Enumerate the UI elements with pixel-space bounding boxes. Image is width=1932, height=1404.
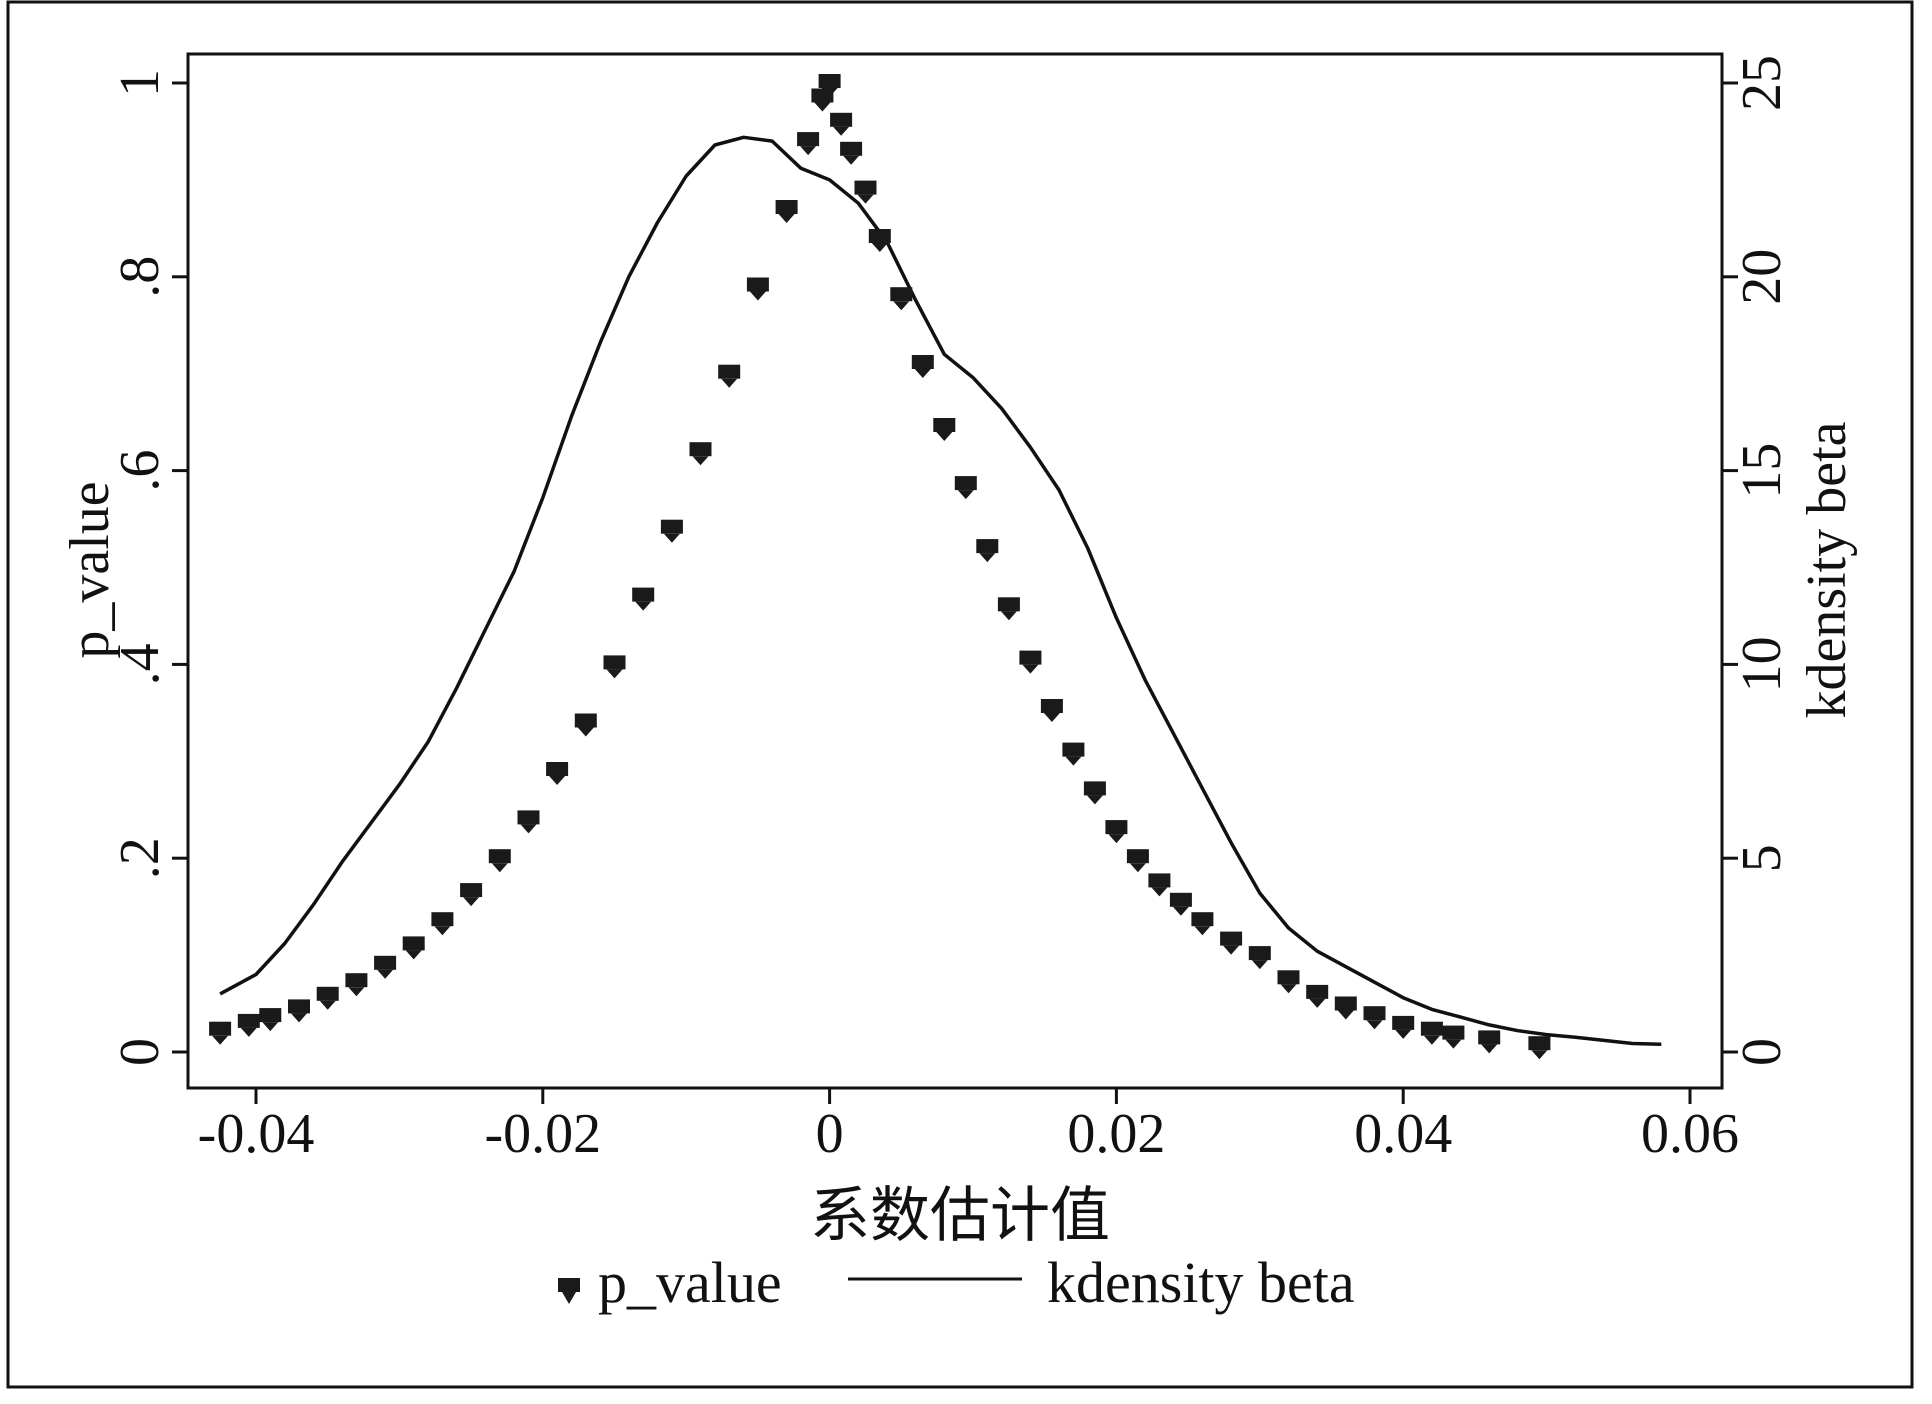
p-value-point — [775, 200, 798, 223]
p-value-point — [818, 74, 841, 97]
p-value-point — [488, 849, 511, 873]
kdensity-line — [219, 135, 1662, 1046]
x-tick-label: 0.04 — [1354, 1103, 1452, 1165]
y-right-tick-label: 10 — [1731, 636, 1793, 692]
p-value-point — [997, 597, 1020, 621]
outer-border — [6, 0, 1914, 1389]
p-value-point — [976, 539, 999, 563]
x-tick-label: 0 — [816, 1103, 844, 1165]
legend-label-kdensity: kdensity beta — [1047, 1250, 1355, 1315]
p-value-point — [1420, 1021, 1443, 1045]
x-tick-label: -0.02 — [484, 1103, 601, 1165]
p-value-point — [632, 587, 655, 611]
y-right-tick-label: 15 — [1731, 443, 1793, 499]
p-value-point — [1442, 1025, 1465, 1049]
y-right-tick-label: 5 — [1731, 844, 1793, 872]
p-value-point — [1248, 946, 1271, 970]
y-axis-left-title: p_value — [59, 481, 121, 658]
y-left-tick-label: 0 — [109, 1038, 171, 1066]
y-right-tick-label: 0 — [1731, 1038, 1793, 1066]
y-left-tick-label: .8 — [109, 256, 171, 298]
p-value-point — [1478, 1030, 1501, 1054]
p-value-point — [460, 883, 483, 907]
p-value-point — [1169, 892, 1192, 916]
p-value-point — [259, 1008, 282, 1032]
p-value-point — [1191, 912, 1214, 936]
y-right-tick-label: 25 — [1731, 55, 1793, 111]
p-value-point — [1220, 931, 1243, 955]
p-value-point — [868, 229, 891, 252]
p-value-point — [517, 810, 540, 834]
p-value-point — [603, 655, 626, 679]
p-value-point — [1040, 699, 1063, 722]
p-value-point — [718, 364, 741, 388]
y-axis-right-title: kdensity beta — [1796, 421, 1858, 718]
plot-area — [186, 52, 1724, 1090]
x-tick-label: -0.04 — [198, 1103, 315, 1165]
x-axis-title: 系数估计值 — [810, 1181, 1110, 1251]
p-value-point — [1126, 849, 1149, 873]
p-value-point — [1148, 873, 1171, 897]
legend: p_value kdensity beta — [558, 1250, 1355, 1315]
x-tick-label: 0.02 — [1067, 1103, 1165, 1165]
x-axis: -0.04 -0.02 0 0.02 0.04 0.06 — [198, 1088, 1739, 1165]
y-left-tick-label: .6 — [109, 450, 171, 492]
p-value-point — [830, 112, 853, 136]
p-value-point — [1363, 1006, 1386, 1030]
y-left-tick-label: 1 — [109, 69, 171, 97]
p-value-point — [1306, 984, 1329, 1008]
p-value-point — [854, 180, 877, 204]
p-value-point — [689, 442, 712, 466]
p-value-point — [1277, 970, 1300, 994]
p-value-point — [890, 287, 913, 311]
y-axis-left: 0 .2 .4 .6 .8 1 — [109, 69, 188, 1066]
p-value-point — [1528, 1036, 1551, 1060]
p-value-point — [345, 973, 368, 997]
p-value-point — [209, 1021, 232, 1045]
p-value-point — [1334, 996, 1357, 1020]
series-layer — [209, 74, 1662, 1060]
p-value-point — [1105, 820, 1128, 844]
x-tick-label: 0.06 — [1641, 1103, 1739, 1165]
p-value-point — [374, 955, 397, 979]
y-axis-right: 0 5 10 15 20 25 — [1722, 55, 1793, 1066]
y-left-tick-label: .4 — [109, 643, 171, 685]
p-value-point — [840, 141, 863, 165]
p-value-point — [574, 713, 597, 737]
p-value-point — [316, 986, 339, 1010]
p-value-point — [402, 936, 425, 960]
p-value-point — [1019, 650, 1042, 674]
p-value-point — [546, 762, 569, 785]
p-value-point — [660, 519, 683, 543]
p-value-point — [1062, 742, 1085, 766]
p-value-point — [933, 418, 956, 441]
p-value-point — [746, 277, 769, 301]
p-value-point — [1392, 1015, 1415, 1039]
p-value-point — [954, 476, 977, 500]
y-right-tick-label: 20 — [1731, 249, 1793, 305]
p-value-point — [797, 132, 820, 156]
p-value-point — [431, 912, 454, 936]
legend-label-p-value: p_value — [598, 1250, 782, 1315]
y-left-tick-label: .2 — [109, 837, 171, 879]
p-value-point — [237, 1013, 260, 1037]
legend-marker-p-value — [558, 1278, 580, 1304]
p-value-point — [911, 355, 934, 378]
p-value-point — [1083, 781, 1106, 805]
p-value-point — [288, 999, 310, 1023]
